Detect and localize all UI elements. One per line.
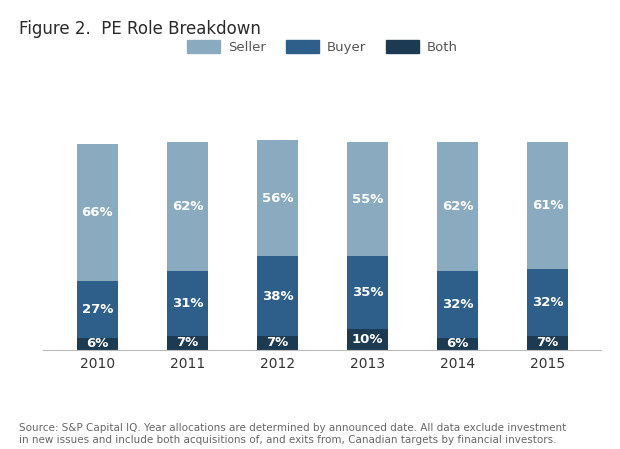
Bar xyxy=(167,271,208,336)
Bar xyxy=(527,336,568,350)
Text: 35%: 35% xyxy=(352,286,383,299)
Text: 31%: 31% xyxy=(172,297,203,310)
Bar xyxy=(527,142,568,269)
Text: 7%: 7% xyxy=(266,336,288,349)
Bar xyxy=(167,142,208,271)
Bar xyxy=(77,282,118,338)
Bar xyxy=(437,142,477,271)
Text: Figure 2.  PE Role Breakdown: Figure 2. PE Role Breakdown xyxy=(19,20,260,38)
Text: 27%: 27% xyxy=(82,303,113,316)
Bar xyxy=(347,142,388,256)
Bar xyxy=(167,336,208,350)
Text: 66%: 66% xyxy=(82,206,113,219)
Text: 6%: 6% xyxy=(86,338,108,351)
Bar xyxy=(257,140,298,256)
Bar xyxy=(347,256,388,330)
Text: 56%: 56% xyxy=(262,192,293,205)
Legend: Seller, Buyer, Both: Seller, Buyer, Both xyxy=(182,35,463,59)
Bar xyxy=(257,336,298,350)
Text: 38%: 38% xyxy=(262,290,293,303)
Bar xyxy=(437,271,477,338)
Text: 7%: 7% xyxy=(176,336,198,349)
Text: 55%: 55% xyxy=(352,193,383,206)
Bar xyxy=(347,330,388,350)
Text: Source: S&P Capital IQ. Year allocations are determined by announced date. All d: Source: S&P Capital IQ. Year allocations… xyxy=(19,423,566,445)
Bar xyxy=(77,144,118,282)
Text: 7%: 7% xyxy=(536,336,559,349)
Text: 62%: 62% xyxy=(172,200,203,213)
Bar xyxy=(77,338,118,350)
Text: 10%: 10% xyxy=(352,333,383,346)
Text: 61%: 61% xyxy=(532,199,563,212)
Text: 6%: 6% xyxy=(446,338,469,351)
Bar xyxy=(527,269,568,336)
Bar xyxy=(257,256,298,336)
Bar xyxy=(437,338,477,350)
Text: 62%: 62% xyxy=(441,200,473,213)
Text: 32%: 32% xyxy=(441,298,473,311)
Text: 32%: 32% xyxy=(532,296,563,309)
